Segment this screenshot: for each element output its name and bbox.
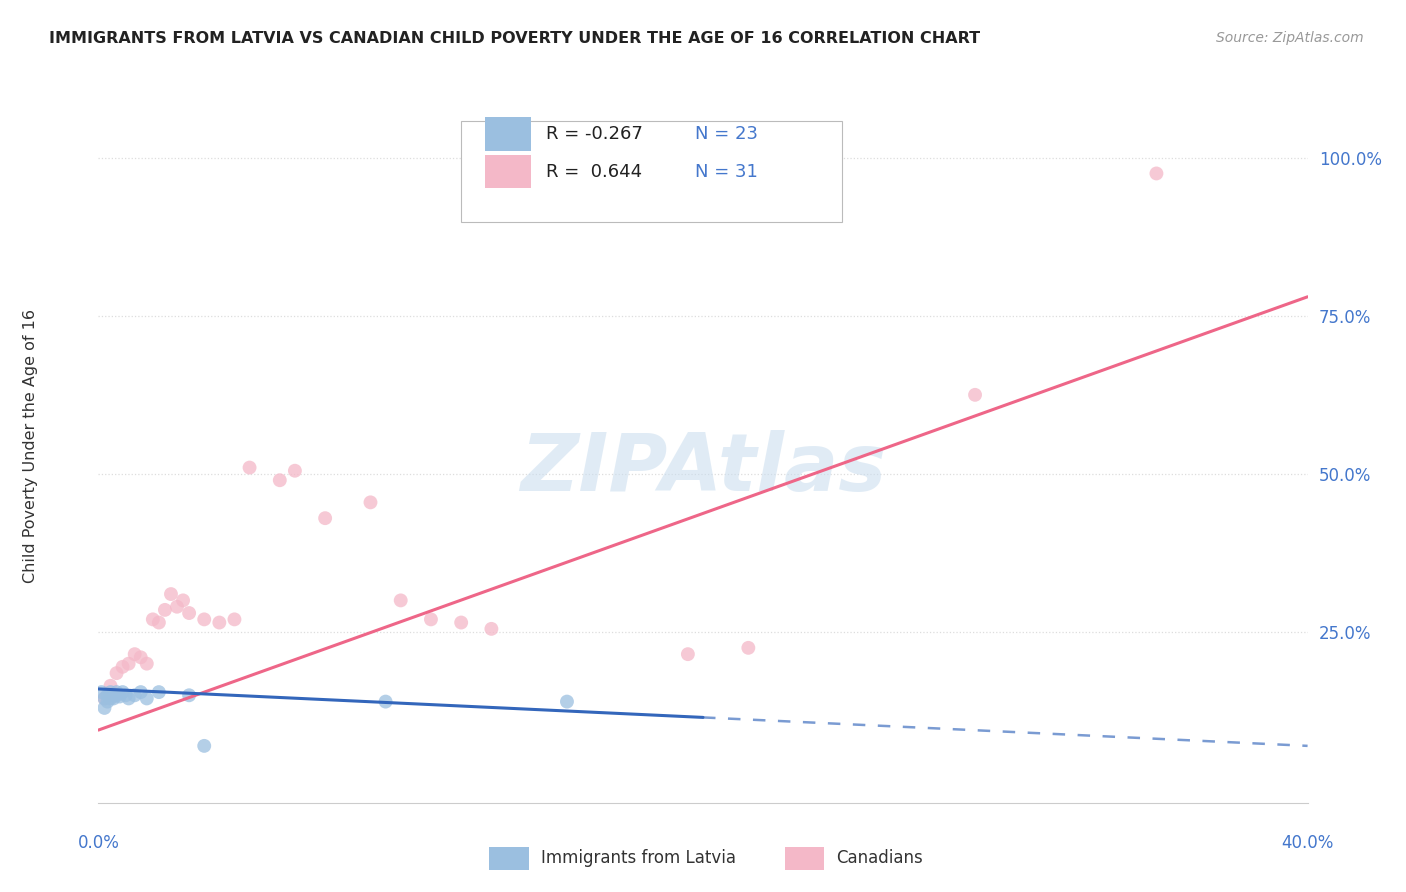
- Point: [148, 685, 170, 699]
- Text: R =  0.644: R = 0.644: [546, 162, 643, 181]
- Point: [224, 612, 246, 626]
- Point: [172, 593, 194, 607]
- Point: [103, 688, 125, 702]
- Bar: [485, 118, 531, 151]
- Text: IMMIGRANTS FROM LATVIA VS CANADIAN CHILD POVERTY UNDER THE AGE OF 16 CORRELATION: IMMIGRANTS FROM LATVIA VS CANADIAN CHILD…: [49, 31, 980, 46]
- Point: [177, 688, 201, 702]
- Text: Child Poverty Under the Age of 16: Child Poverty Under the Age of 16: [24, 309, 38, 583]
- FancyBboxPatch shape: [461, 121, 842, 222]
- Text: Source: ZipAtlas.com: Source: ZipAtlas.com: [1216, 31, 1364, 45]
- Point: [208, 615, 231, 630]
- Point: [153, 603, 176, 617]
- Text: Immigrants from Latvia: Immigrants from Latvia: [541, 849, 737, 867]
- Point: [111, 660, 134, 674]
- Point: [93, 701, 115, 715]
- Text: R = -0.267: R = -0.267: [546, 125, 643, 144]
- Point: [96, 695, 118, 709]
- Point: [166, 599, 188, 614]
- Point: [374, 695, 396, 709]
- Point: [118, 691, 141, 706]
- Point: [389, 593, 412, 607]
- Point: [93, 691, 115, 706]
- Point: [193, 739, 215, 753]
- Point: [129, 685, 152, 699]
- Point: [737, 640, 759, 655]
- Point: [135, 691, 157, 706]
- Point: [108, 690, 131, 704]
- Point: [124, 688, 146, 702]
- Point: [481, 622, 503, 636]
- Text: N = 23: N = 23: [695, 125, 758, 144]
- Text: 0.0%: 0.0%: [77, 834, 120, 852]
- Point: [555, 695, 578, 709]
- Text: Canadians: Canadians: [837, 849, 924, 867]
- Text: ZIPAtlas: ZIPAtlas: [520, 430, 886, 508]
- Point: [100, 685, 122, 699]
- Point: [105, 666, 128, 681]
- Point: [177, 606, 201, 620]
- Point: [90, 685, 112, 699]
- Point: [135, 657, 157, 671]
- Point: [239, 460, 262, 475]
- Point: [419, 612, 441, 626]
- Point: [148, 615, 170, 630]
- Point: [314, 511, 336, 525]
- Point: [142, 612, 165, 626]
- Point: [129, 650, 152, 665]
- Point: [111, 685, 134, 699]
- Bar: [485, 155, 531, 188]
- Point: [193, 612, 215, 626]
- Point: [114, 688, 136, 702]
- Text: N = 31: N = 31: [695, 162, 758, 181]
- Point: [96, 688, 118, 702]
- Point: [160, 587, 183, 601]
- Point: [1144, 166, 1167, 180]
- Point: [118, 657, 141, 671]
- Text: 40.0%: 40.0%: [1281, 834, 1334, 852]
- Point: [103, 691, 125, 706]
- Point: [269, 473, 291, 487]
- Point: [100, 691, 122, 706]
- Point: [965, 388, 987, 402]
- Point: [124, 647, 146, 661]
- Point: [105, 685, 128, 699]
- Point: [93, 691, 115, 706]
- Point: [676, 647, 699, 661]
- Point: [105, 688, 128, 702]
- Point: [360, 495, 382, 509]
- Point: [284, 464, 307, 478]
- Point: [100, 679, 122, 693]
- Point: [450, 615, 472, 630]
